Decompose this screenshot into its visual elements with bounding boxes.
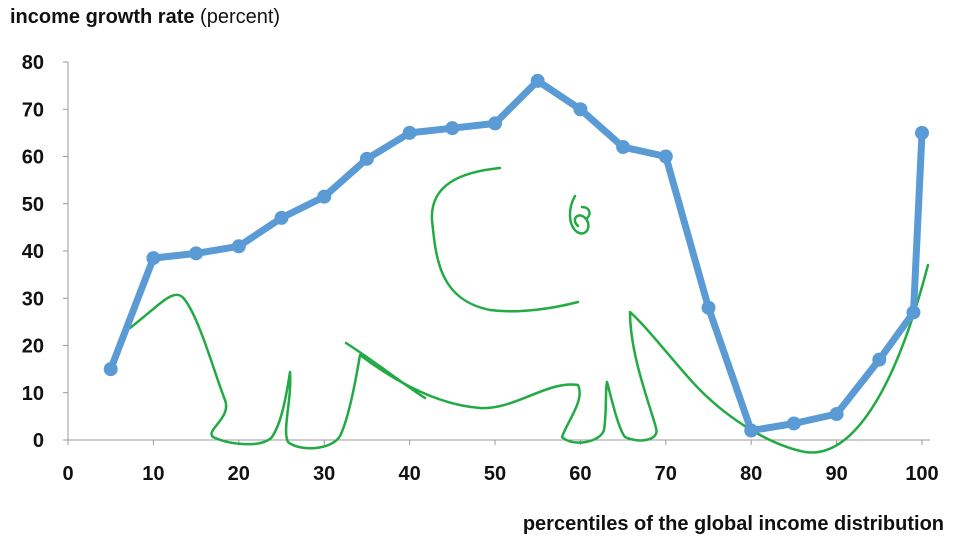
data-point	[701, 300, 716, 315]
y-tick-label: 60	[22, 147, 44, 169]
data-point	[488, 116, 502, 131]
data-point	[658, 149, 673, 164]
x-tick-label: 80	[740, 463, 762, 485]
data-point	[103, 362, 118, 377]
data-point	[872, 352, 887, 367]
data-point	[829, 407, 844, 422]
x-tick-label: 20	[228, 463, 250, 485]
y-tick-label: 0	[33, 430, 44, 452]
x-tick-label: 100	[905, 463, 938, 485]
elephant-back-stroke	[344, 341, 427, 400]
elephant-ear-stroke	[430, 166, 580, 313]
data-point	[744, 423, 759, 438]
data-point	[530, 73, 545, 88]
chart-title: income growth rate (percent)	[10, 6, 280, 29]
data-point	[231, 239, 246, 254]
x-tick-label: 0	[62, 463, 73, 485]
title-main: income growth rate	[10, 6, 195, 28]
x-axis-label: percentiles of the global income distrib…	[522, 513, 944, 535]
data-point	[915, 125, 929, 140]
data-point	[146, 251, 161, 266]
y-tick-label: 40	[22, 241, 44, 263]
data-point	[906, 305, 921, 320]
y-tick-label: 20	[22, 336, 44, 358]
x-tick-label: 60	[569, 463, 591, 485]
elephant-eye-stroke	[568, 194, 591, 235]
x-tick-label: 50	[484, 463, 506, 485]
x-tick-label: 70	[655, 463, 677, 485]
data-point	[359, 151, 374, 166]
elephant-trunk-stroke	[128, 263, 930, 454]
y-tick-label: 10	[22, 383, 44, 405]
x-tick-label: 30	[313, 463, 335, 485]
data-point	[317, 189, 332, 204]
elephant-annotation	[128, 166, 930, 454]
y-tick-label: 30	[22, 288, 44, 310]
data-point	[786, 416, 801, 431]
data-point	[402, 125, 417, 140]
y-tick-label: 50	[22, 194, 44, 216]
y-tick-label: 80	[22, 52, 44, 74]
data-point	[573, 102, 588, 117]
data-point	[616, 140, 631, 155]
x-tick-label: 90	[825, 463, 847, 485]
data-point	[274, 210, 289, 225]
y-tick-label: 70	[22, 99, 44, 121]
data-point	[189, 246, 204, 261]
x-tick-label: 40	[398, 463, 420, 485]
x-tick-label: 10	[142, 463, 164, 485]
data-point	[445, 121, 460, 136]
title-unit: (percent)	[200, 6, 281, 28]
series-line	[107, 77, 926, 435]
